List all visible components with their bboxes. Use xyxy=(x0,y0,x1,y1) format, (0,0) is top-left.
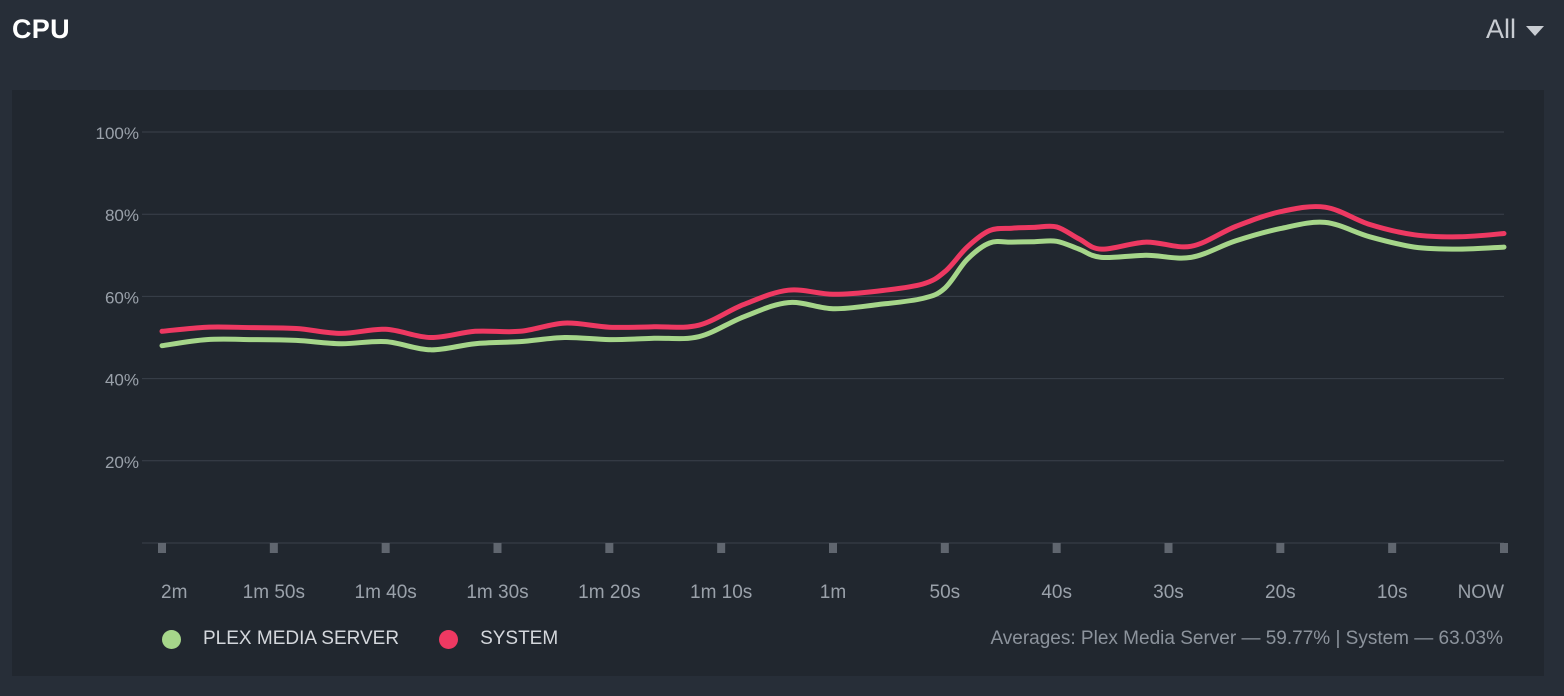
x-tick-label: 30s xyxy=(1153,582,1184,603)
x-tick-label: 50s xyxy=(930,582,961,603)
x-tick-label: 1m 30s xyxy=(466,582,528,603)
y-tick-label: 60% xyxy=(105,288,139,307)
series-line-system xyxy=(159,204,1507,341)
cpu-chart-panel: 100% 80% 60% 40% 20% 2m 1m 50s 1m 40s 1m 30s 1m 2… xyxy=(12,90,1544,676)
y-tick-label: 20% xyxy=(105,453,139,472)
time-range-dropdown[interactable]: All xyxy=(1486,14,1544,45)
x-tick-mark xyxy=(493,543,502,553)
legend-label-system: SYSTEM xyxy=(480,628,559,649)
x-tick-label: 1m 40s xyxy=(355,582,417,603)
x-tick-mark xyxy=(1500,543,1508,553)
cpu-line-chart: 100% 80% 60% 40% 20% 2m 1m 50s 1m 40s 1m 30s 1m 2… xyxy=(96,124,1508,603)
y-tick-label: 100% xyxy=(96,124,139,143)
legend-label-plex: PLEX MEDIA SERVER xyxy=(203,628,400,649)
x-tick-mark xyxy=(1164,543,1173,553)
x-tick-mark xyxy=(1388,543,1397,553)
y-tick-label: 80% xyxy=(105,206,139,225)
x-tick-label: 20s xyxy=(1265,582,1296,603)
cpu-averages: Averages: Plex Media Server — 59.77% | S… xyxy=(990,628,1503,649)
x-tick-label: 1m 50s xyxy=(243,582,305,603)
x-tick-label: 1m 20s xyxy=(578,582,640,603)
x-tick-mark xyxy=(605,543,614,553)
x-tick-mark xyxy=(1276,543,1285,553)
x-tick-mark xyxy=(829,543,837,553)
legend-item-plex[interactable]: PLEX MEDIA SERVER xyxy=(162,628,399,650)
x-tick-label: NOW xyxy=(1458,582,1505,603)
series-line-plex xyxy=(159,219,1507,353)
y-tick-label: 40% xyxy=(105,371,139,390)
legend-dot-plex-icon xyxy=(162,629,181,649)
x-tick-mark xyxy=(940,543,949,553)
x-tick-label: 1m 10s xyxy=(690,582,752,603)
legend-item-system[interactable]: SYSTEM xyxy=(439,628,558,650)
x-tick-mark xyxy=(381,543,390,553)
chart-legend: PLEX MEDIA SERVER SYSTEM xyxy=(162,628,598,650)
x-tick-mark xyxy=(717,543,726,553)
x-tick-mark xyxy=(1052,543,1061,553)
legend-dot-system-icon xyxy=(439,629,459,649)
x-tick-mark xyxy=(269,543,278,553)
x-tick-label: 2m xyxy=(161,582,187,603)
x-tick-label: 40s xyxy=(1041,582,1072,603)
x-tick-mark xyxy=(158,543,166,553)
page-title: CPU xyxy=(12,14,70,44)
chevron-down-icon xyxy=(1526,25,1544,36)
x-tick-label: 10s xyxy=(1377,582,1408,603)
x-tick-label: 1m xyxy=(820,582,846,603)
time-range-value: All xyxy=(1485,14,1516,44)
